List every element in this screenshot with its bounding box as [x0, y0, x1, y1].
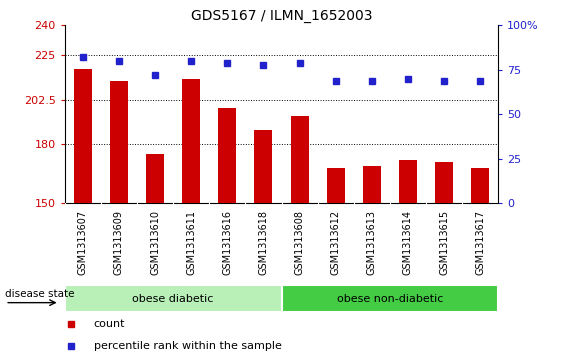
Bar: [399, 160, 417, 203]
Text: GSM1313617: GSM1313617: [475, 210, 485, 275]
Bar: [282, 285, 498, 312]
Bar: [471, 168, 489, 203]
Text: GSM1313611: GSM1313611: [186, 210, 196, 275]
Text: GSM1313610: GSM1313610: [150, 210, 160, 275]
Text: GSM1313613: GSM1313613: [367, 210, 377, 275]
Bar: [291, 116, 309, 203]
Text: GSM1313614: GSM1313614: [403, 210, 413, 275]
Text: GSM1313615: GSM1313615: [439, 210, 449, 275]
Bar: [327, 168, 345, 203]
Bar: [110, 81, 128, 203]
Bar: [182, 79, 200, 203]
Text: GSM1313607: GSM1313607: [78, 210, 88, 275]
Text: disease state: disease state: [5, 289, 75, 299]
Text: obese diabetic: obese diabetic: [132, 294, 214, 303]
Text: percentile rank within the sample: percentile rank within the sample: [93, 341, 282, 351]
Text: GSM1313608: GSM1313608: [294, 210, 305, 275]
Text: GSM1313609: GSM1313609: [114, 210, 124, 275]
Bar: [435, 162, 453, 203]
Bar: [74, 69, 92, 203]
Text: obese non-diabetic: obese non-diabetic: [337, 294, 443, 303]
Text: GSM1313612: GSM1313612: [330, 210, 341, 275]
Title: GDS5167 / ILMN_1652003: GDS5167 / ILMN_1652003: [191, 9, 372, 23]
Bar: [363, 166, 381, 203]
Text: count: count: [93, 319, 125, 329]
Text: GSM1313618: GSM1313618: [258, 210, 269, 275]
Bar: [65, 285, 282, 312]
Text: GSM1313616: GSM1313616: [222, 210, 233, 275]
Bar: [146, 154, 164, 203]
Bar: [218, 109, 236, 203]
Bar: [254, 130, 272, 203]
